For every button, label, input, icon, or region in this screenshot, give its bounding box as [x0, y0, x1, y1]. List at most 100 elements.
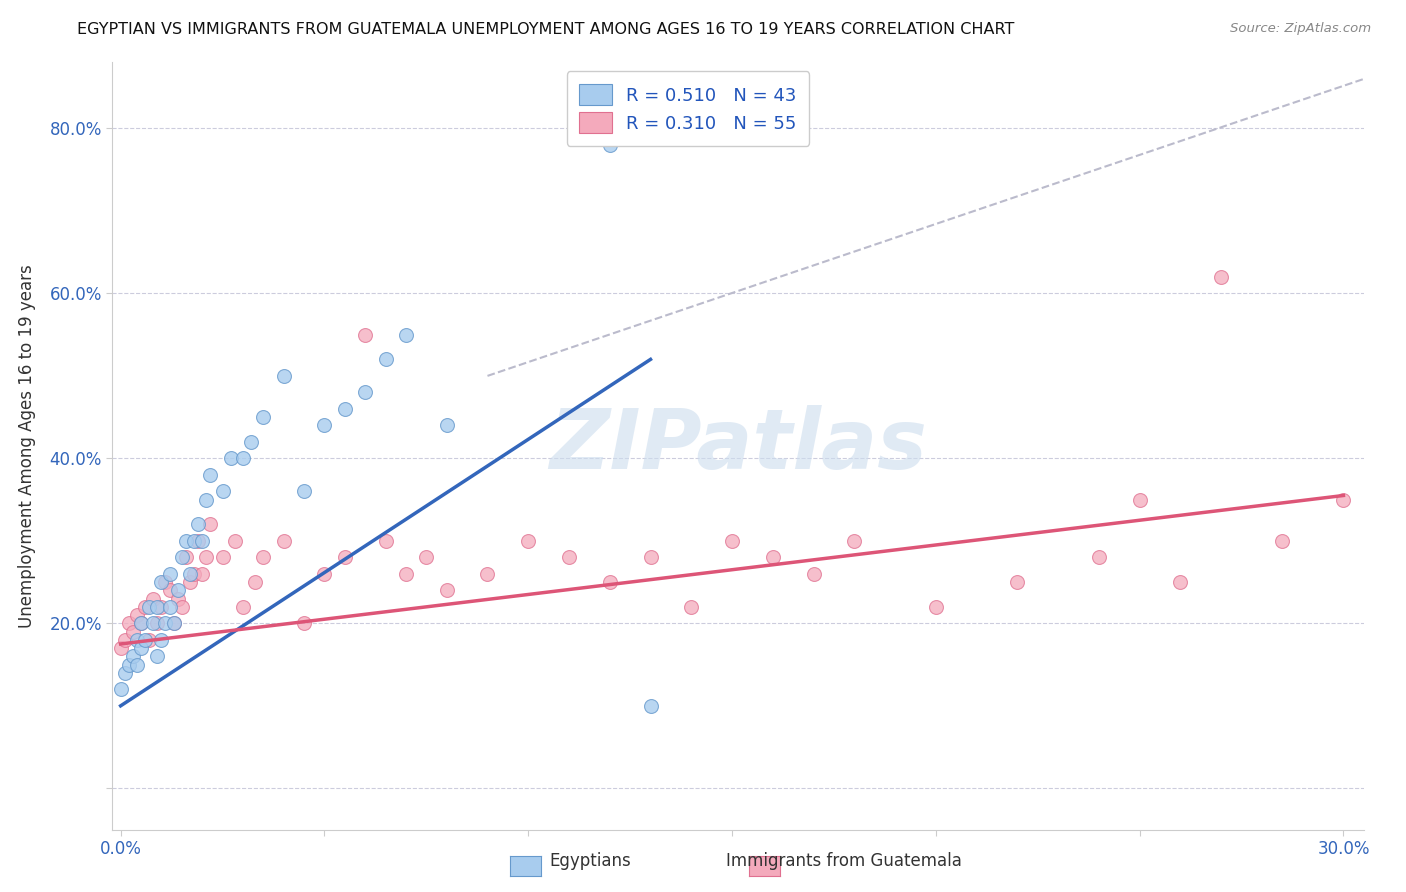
Point [211, 550, 233, 565]
Point [640, 550, 662, 565]
Point [138, 599, 160, 614]
Point [292, 484, 315, 499]
Point [374, 352, 396, 367]
Point [640, 698, 662, 713]
Point [314, 418, 336, 433]
Point [191, 566, 214, 581]
Point [170, 599, 193, 614]
Point [803, 566, 825, 581]
Point [273, 368, 295, 383]
Point [125, 657, 148, 672]
Point [1129, 492, 1152, 507]
Point [179, 566, 201, 581]
Point [114, 632, 136, 647]
Point [844, 533, 866, 548]
Point [159, 566, 181, 581]
Legend: R = 0.510   N = 43, R = 0.310   N = 55: R = 0.510 N = 43, R = 0.310 N = 55 [567, 71, 810, 145]
Point [721, 533, 744, 548]
Point [354, 385, 377, 400]
Point [134, 599, 156, 614]
Point [240, 434, 263, 449]
Point [1211, 269, 1233, 284]
Point [159, 599, 181, 614]
Point [170, 550, 193, 565]
Point [150, 575, 173, 590]
Point [134, 632, 156, 647]
Point [762, 550, 785, 565]
Point [415, 550, 437, 565]
Point [121, 624, 143, 639]
Text: Egyptians: Egyptians [550, 852, 631, 870]
Point [174, 550, 197, 565]
Point [125, 608, 148, 623]
Point [314, 566, 336, 581]
Point [195, 492, 218, 507]
Point [292, 616, 315, 631]
Point [1170, 575, 1192, 590]
Point [118, 616, 141, 631]
Text: Immigrants from Guatemala: Immigrants from Guatemala [725, 852, 962, 870]
Text: Source: ZipAtlas.com: Source: ZipAtlas.com [1230, 22, 1371, 36]
Point [354, 327, 377, 342]
Point [110, 641, 132, 656]
Point [129, 616, 152, 631]
Point [142, 591, 165, 606]
Point [211, 484, 233, 499]
Point [155, 575, 177, 590]
Point [925, 599, 948, 614]
Point [558, 550, 581, 565]
Point [155, 616, 177, 631]
Point [187, 533, 209, 548]
Point [121, 649, 143, 664]
Point [436, 583, 458, 598]
Point [224, 533, 246, 548]
Text: ZIPatlas: ZIPatlas [550, 406, 927, 486]
Point [146, 599, 169, 614]
Point [599, 575, 621, 590]
Point [138, 632, 160, 647]
Point [232, 599, 254, 614]
Point [374, 533, 396, 548]
Point [187, 517, 209, 532]
Point [599, 137, 621, 152]
Point [129, 641, 152, 656]
Point [146, 616, 169, 631]
Point [1333, 492, 1355, 507]
Point [150, 599, 173, 614]
Point [191, 533, 214, 548]
Point [200, 517, 222, 532]
Point [333, 401, 356, 416]
Point [681, 599, 703, 614]
Point [183, 566, 205, 581]
Point [150, 632, 173, 647]
Point [110, 682, 132, 697]
Point [166, 583, 188, 598]
Point [1088, 550, 1111, 565]
Point [395, 566, 418, 581]
Point [174, 533, 197, 548]
Point [243, 575, 266, 590]
Point [232, 451, 254, 466]
Point [114, 665, 136, 680]
Point [118, 657, 141, 672]
Point [146, 649, 169, 664]
Point [477, 566, 499, 581]
Point [179, 575, 201, 590]
Point [252, 410, 274, 425]
Point [273, 533, 295, 548]
Point [162, 616, 184, 631]
Y-axis label: Unemployment Among Ages 16 to 19 years: Unemployment Among Ages 16 to 19 years [18, 264, 35, 628]
Point [252, 550, 274, 565]
Point [219, 451, 242, 466]
Point [129, 616, 152, 631]
Point [436, 418, 458, 433]
Point [166, 591, 188, 606]
Point [1007, 575, 1029, 590]
Point [162, 616, 184, 631]
Point [183, 533, 205, 548]
Point [142, 616, 165, 631]
Point [517, 533, 540, 548]
Point [195, 550, 218, 565]
Point [333, 550, 356, 565]
Point [125, 632, 148, 647]
